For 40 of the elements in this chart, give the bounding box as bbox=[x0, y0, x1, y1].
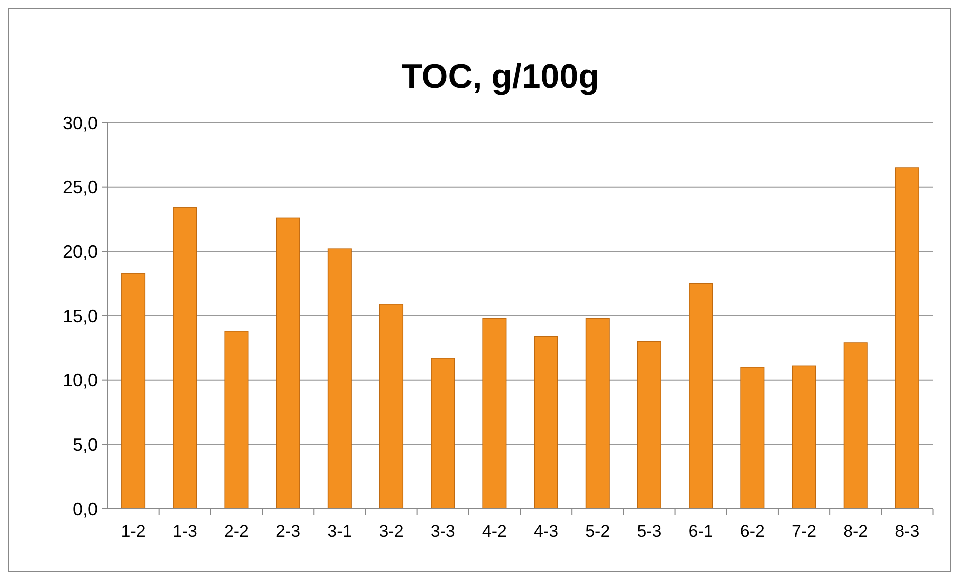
x-tick-label: 4-2 bbox=[482, 522, 507, 541]
x-tick-label: 5-3 bbox=[637, 522, 662, 541]
x-tick-label: 4-3 bbox=[534, 522, 559, 541]
bar bbox=[431, 358, 456, 510]
x-tick-label: 3-1 bbox=[328, 522, 352, 541]
bar bbox=[689, 283, 714, 510]
bar bbox=[328, 248, 352, 510]
x-tick-label: 1-3 bbox=[172, 522, 198, 541]
bar bbox=[895, 168, 920, 510]
y-tick-label: 30,0 bbox=[62, 113, 98, 134]
y-tick-label: 25,0 bbox=[62, 178, 98, 198]
y-tick-label: 15,0 bbox=[62, 306, 98, 326]
x-tick-label: 8-2 bbox=[844, 522, 868, 541]
x-tick-label: 2-2 bbox=[224, 522, 250, 541]
chart-title: TOC, g/100g bbox=[402, 58, 600, 96]
y-tick-label: 5,0 bbox=[72, 434, 98, 455]
x-tick-label: 1-2 bbox=[121, 522, 146, 541]
x-tick-label: 3-3 bbox=[430, 522, 456, 541]
y-tick-label: 0,0 bbox=[72, 499, 98, 520]
bar bbox=[276, 218, 300, 510]
y-tick-label: 10,0 bbox=[62, 370, 98, 391]
bar bbox=[380, 304, 404, 510]
bar bbox=[844, 342, 868, 510]
bar bbox=[792, 366, 816, 510]
bar bbox=[637, 341, 662, 510]
bar bbox=[740, 367, 765, 510]
bar bbox=[586, 318, 610, 510]
x-tick-label: 7-2 bbox=[792, 522, 817, 541]
x-tick-label: 5-2 bbox=[586, 522, 610, 541]
y-tick-label: 20,0 bbox=[62, 242, 98, 262]
bar bbox=[173, 208, 198, 510]
x-tick-label: 2-3 bbox=[276, 522, 301, 541]
x-tick-label: 6-2 bbox=[740, 522, 765, 541]
bar bbox=[482, 318, 507, 510]
bar bbox=[534, 336, 558, 510]
x-tick-label: 3-2 bbox=[379, 522, 404, 541]
bar bbox=[122, 273, 146, 510]
x-tick-label: 8-3 bbox=[895, 522, 920, 541]
x-tick-label: 6-1 bbox=[688, 522, 714, 541]
bar bbox=[224, 331, 249, 510]
